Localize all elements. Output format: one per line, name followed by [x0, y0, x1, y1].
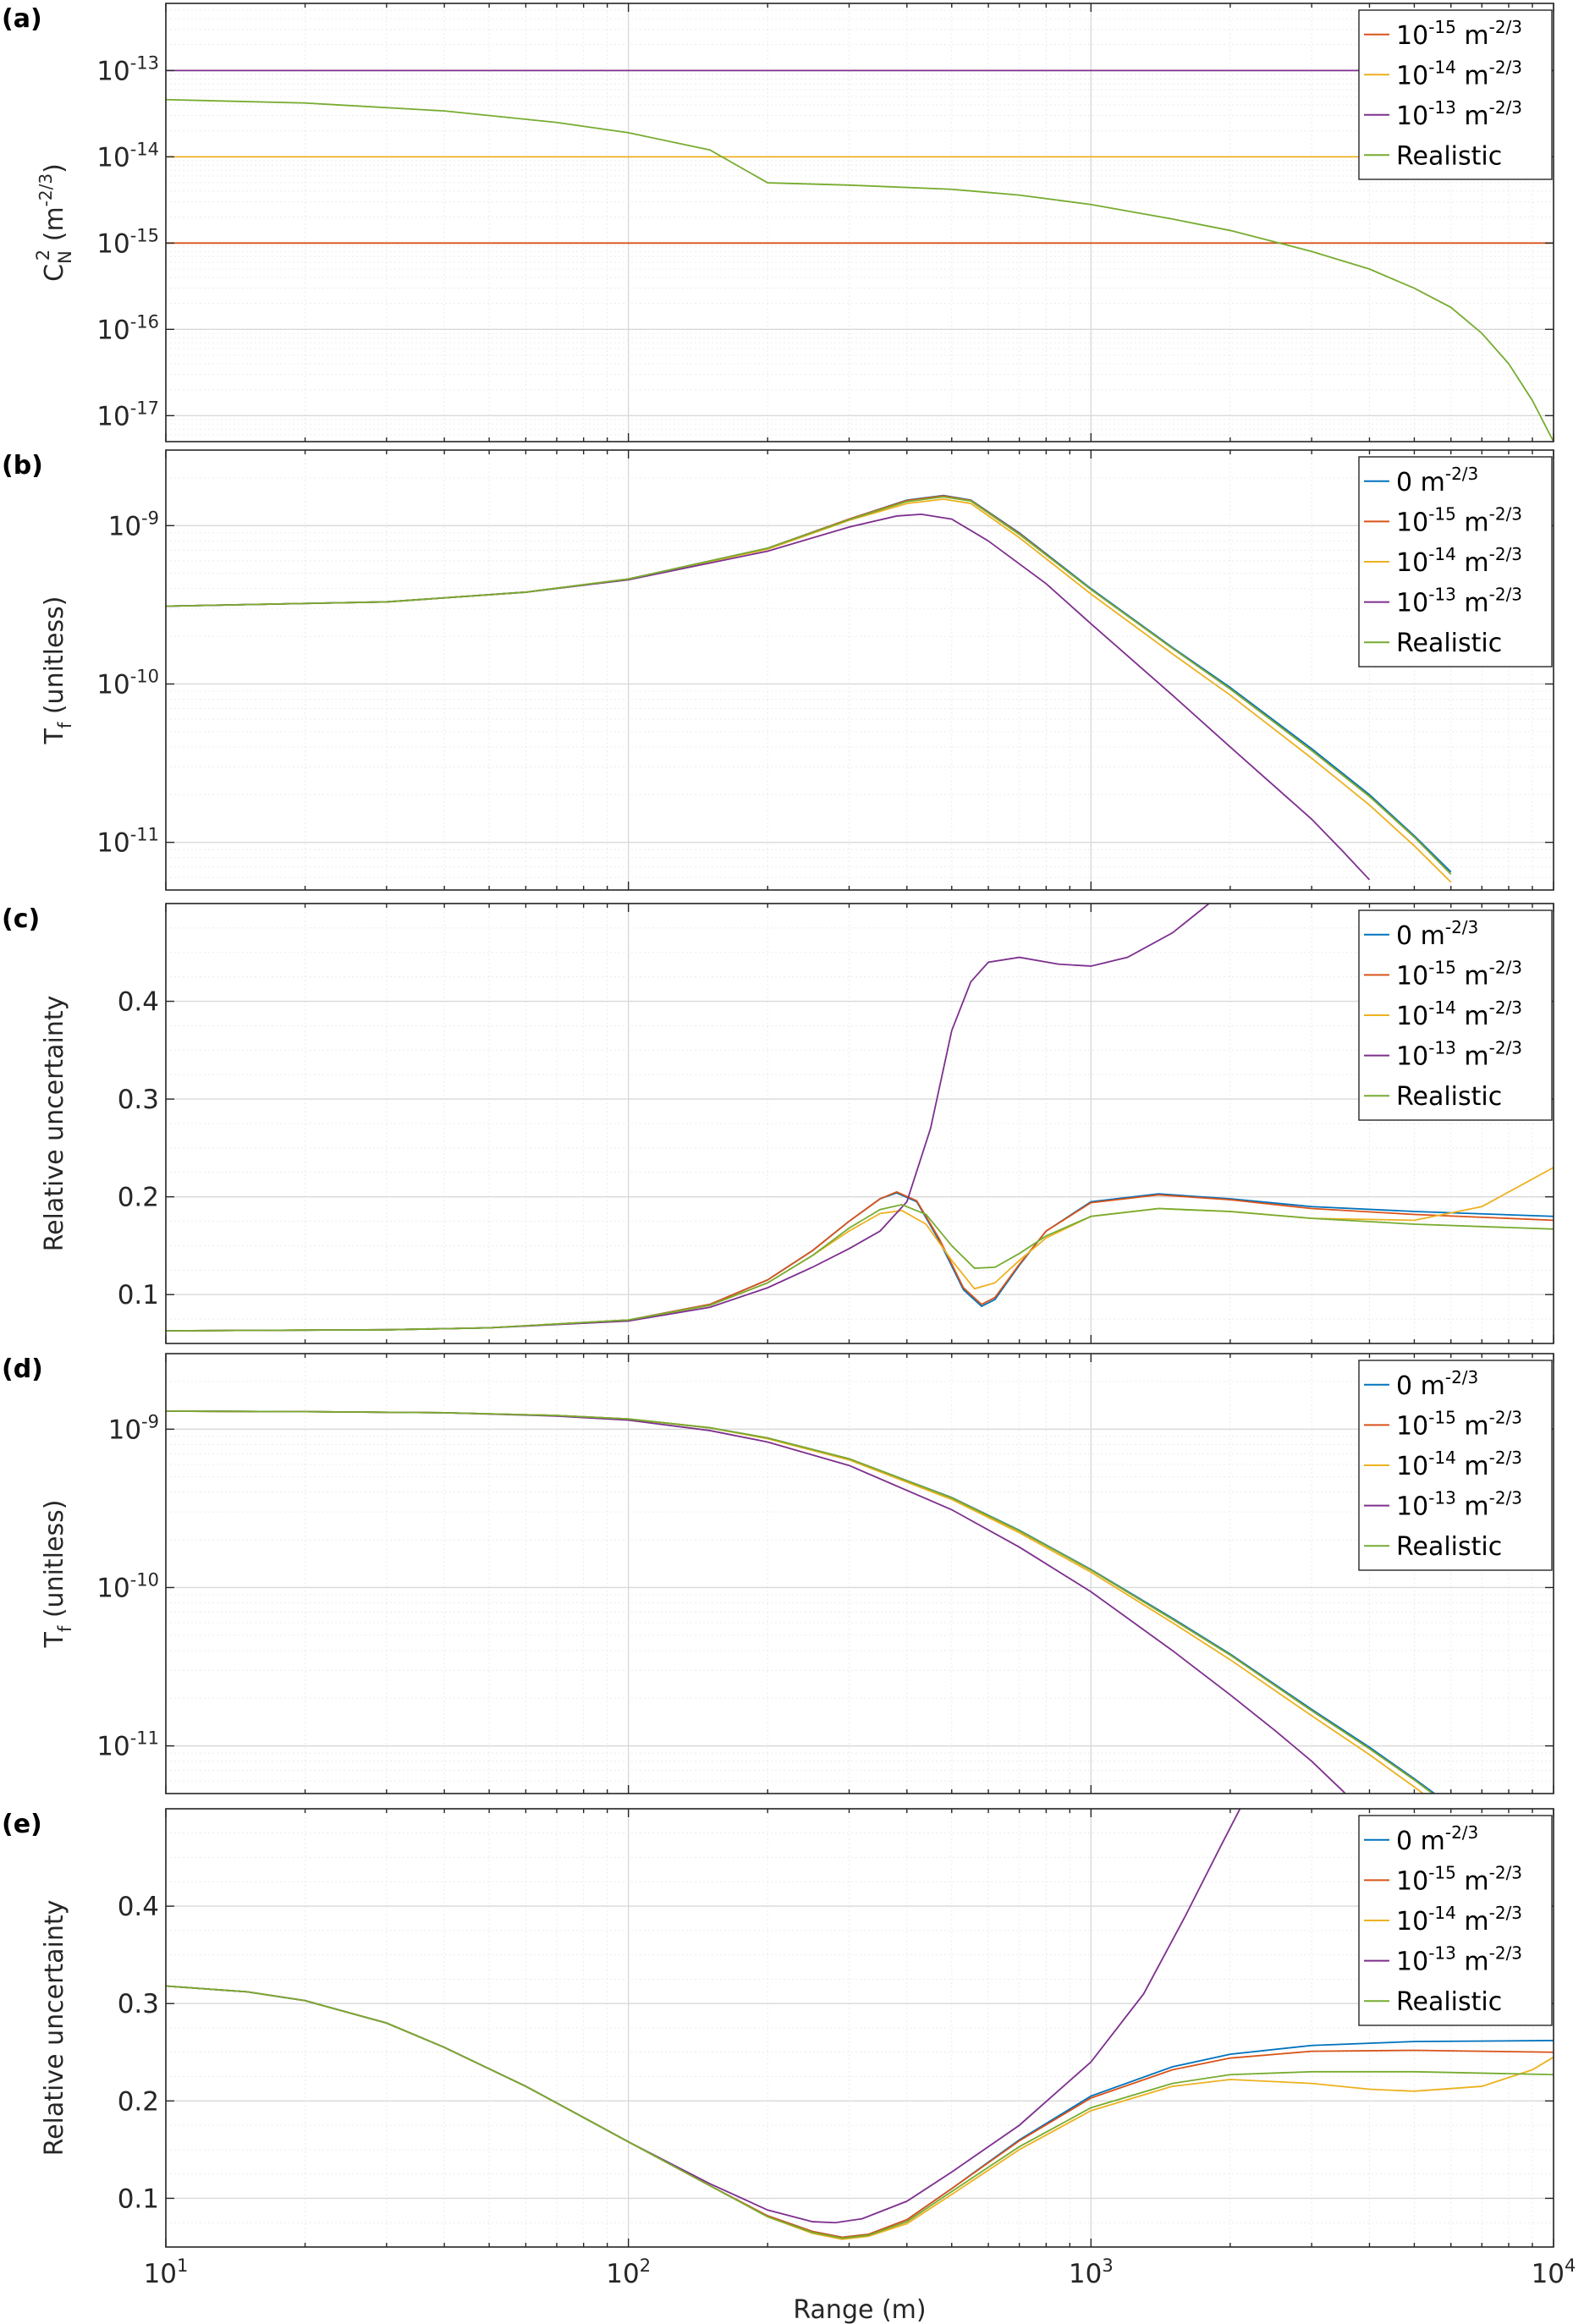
legend-entry: Realistic: [1396, 1532, 1502, 1562]
legend-entry: 10-14 m-2/3: [1396, 57, 1522, 91]
legend-box: [1358, 1360, 1553, 1571]
series-group: [166, 904, 1554, 1332]
legend-entry: 10-13 m-2/3: [1396, 1038, 1522, 1072]
y-tick-label: 10-10: [96, 1569, 159, 1603]
y-axis-label: Relative uncertainty: [40, 996, 69, 1252]
series-line-3: [166, 98, 1554, 442]
legend-entry: 0 m-2/3: [1396, 1822, 1478, 1856]
panel-label: (c): [2, 904, 40, 934]
y-tick-label: 10-11: [96, 825, 159, 859]
plot-area: [166, 1354, 1554, 1794]
legend: 0 m-2/3 10-15 m-2/3 10-14 m-2/3 10-13 m-2/3…: [1358, 909, 1553, 1121]
y-axis-label: Relative uncertainty: [40, 1900, 69, 2156]
y-tick-label: 0.2: [118, 2086, 159, 2117]
legend: 0 m-2/3 10-15 m-2/3 10-14 m-2/3 10-13 m-2/3…: [1358, 1815, 1553, 2026]
legend-entry: 10-14 m-2/3: [1396, 997, 1522, 1031]
y-tick-label: 10-9: [108, 1411, 159, 1445]
legend-entry: 10-15 m-2/3: [1396, 957, 1522, 991]
legend-entry: 0 m-2/3: [1396, 1367, 1478, 1401]
x-axis-label: Range (m): [793, 2295, 926, 2324]
legend-box: [1358, 1815, 1553, 2026]
legend-box: [1358, 9, 1553, 180]
x-tick-label: 102: [606, 2255, 651, 2289]
x-tick-label: 103: [1069, 2255, 1114, 2289]
y-tick-label: 10-15: [96, 225, 159, 259]
series-line-4: [166, 1985, 1554, 2239]
legend-entry: 10-15 m-2/3: [1396, 1407, 1522, 1441]
legend-entry: 0 m-2/3: [1396, 464, 1478, 497]
x-tick-label: 101: [144, 2255, 189, 2289]
panels: 10-17 10-16 10-15 10-14 10-13 CN2 (m-2/3) (a) 1…: [2, 3, 1576, 2289]
plot-area: [166, 450, 1554, 890]
panel-c: 0.1 0.2 0.3 0.4 Relative uncertainty (c) 0 m-2…: [2, 903, 1554, 1344]
series-line-4: [166, 1203, 1554, 1332]
panel-label: (a): [2, 4, 42, 34]
legend-entry: 10-14 m-2/3: [1396, 1448, 1522, 1481]
legend: 0 m-2/3 10-15 m-2/3 10-14 m-2/3 10-13 m-2/3…: [1358, 1360, 1553, 1571]
panel-label: (b): [2, 451, 43, 481]
y-tick-label: 10-17: [96, 398, 159, 431]
y-axis-label: CN2 (m-2/3): [33, 163, 75, 282]
legend-entry: 0 m-2/3: [1396, 917, 1478, 951]
y-tick-label: 10-10: [96, 666, 159, 700]
legend-entry: Realistic: [1396, 1082, 1502, 1112]
legend-box: [1358, 909, 1553, 1121]
axis-frame: [165, 3, 1554, 442]
legend-box: [1358, 456, 1553, 668]
y-tick-label: 10-14: [96, 139, 159, 173]
panel-b: 10-11 10-10 10-9 Tf (unitless) (b) 0 m-2/3 10-…: [2, 449, 1554, 891]
y-tick-label: 0.1: [118, 2184, 159, 2214]
y-tick-label: 10-16: [96, 311, 159, 345]
legend-entry: 10-13 m-2/3: [1396, 585, 1522, 618]
axis-frame: [165, 1808, 1554, 2248]
legend-entry: 10-14 m-2/3: [1396, 1903, 1522, 1937]
series-group: [166, 494, 1452, 883]
panel-a: 10-17 10-16 10-15 10-14 10-13 CN2 (m-2/3) (a) 1…: [2, 3, 1554, 442]
plot-area: [166, 3, 1554, 442]
legend-entry: 10-13 m-2/3: [1396, 1943, 1522, 1977]
y-tick-label: 0.3: [118, 1085, 159, 1115]
y-axis-label: Tf (unitless): [40, 596, 75, 745]
axis-frame: [165, 1353, 1554, 1794]
series-group: [166, 1809, 1554, 2240]
panel-label: (e): [2, 1810, 42, 1839]
panel-d: 10-11 10-10 10-9 Tf (unitless) (d) 0 m-2/3 10-…: [2, 1353, 1554, 1794]
legend-entry: 10-13 m-2/3: [1396, 97, 1522, 131]
y-tick-label: 0.4: [118, 987, 159, 1018]
y-tick-label: 10-11: [96, 1728, 159, 1762]
y-tick-label: 0.3: [118, 1989, 159, 2019]
y-tick-label: 10-9: [108, 508, 159, 541]
series-group: [166, 1410, 1436, 1794]
series-line-4: [166, 1410, 1434, 1794]
legend-entry: 10-15 m-2/3: [1396, 503, 1522, 537]
y-tick-label: 0.1: [118, 1280, 159, 1310]
legend-entry: Realistic: [1396, 141, 1502, 171]
series-group: [166, 69, 1554, 442]
legend: 10-15 m-2/3 10-14 m-2/3 10-13 m-2/3 Realist…: [1358, 9, 1553, 180]
legend-entry: Realistic: [1396, 629, 1502, 658]
series-line-4: [166, 496, 1452, 875]
axis-frame: [165, 903, 1554, 1344]
y-tick-label: 0.2: [118, 1183, 159, 1213]
y-tick-label: 10-13: [96, 52, 159, 86]
legend: 0 m-2/3 10-15 m-2/3 10-14 m-2/3 10-13 m-2/3…: [1358, 456, 1553, 668]
series-line-3: [166, 904, 1210, 1332]
y-axis-label: Tf (unitless): [40, 1500, 75, 1649]
legend-entry: 10-15 m-2/3: [1396, 17, 1522, 51]
y-tick-label: 0.4: [118, 1892, 159, 1922]
x-tick-label: 104: [1532, 2255, 1576, 2289]
panel-e: 0.1 0.2 0.3 0.4 101 102 103 104 Relative uncerta…: [2, 1808, 1576, 2289]
legend-entry: 10-13 m-2/3: [1396, 1488, 1522, 1522]
legend-entry: Realistic: [1396, 1987, 1502, 2017]
legend-entry: 10-14 m-2/3: [1396, 544, 1522, 578]
legend-entry: 10-15 m-2/3: [1396, 1862, 1522, 1896]
axis-frame: [165, 449, 1554, 891]
panel-label: (d): [2, 1354, 43, 1384]
